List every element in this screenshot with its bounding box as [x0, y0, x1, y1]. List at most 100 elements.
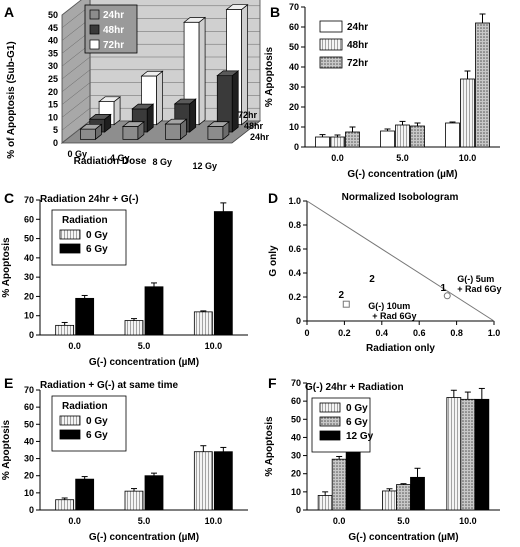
- y-axis-label: G only: [268, 245, 279, 277]
- bar-0-gy-10.0: [193, 311, 213, 336]
- legend-label: 6 Gy: [346, 417, 368, 428]
- bar3d-24hr-4Gy: [122, 126, 139, 140]
- bar-24hr-0.0: [315, 136, 330, 148]
- legend-swatch: [319, 416, 341, 427]
- y-tick-label: 70: [24, 195, 34, 205]
- bar3d-top: [206, 121, 230, 127]
- y-tick-label: 40: [289, 62, 299, 72]
- legend-label: 48hr: [347, 40, 368, 51]
- bar-6-gy-10.0: [213, 451, 233, 511]
- panel-letter: D: [268, 190, 278, 206]
- y-tick-label: 40: [48, 36, 58, 46]
- point-annotation: G(-) 10um: [368, 301, 410, 311]
- bar-6-gy-0.0: [331, 458, 347, 511]
- y-tick-label: 0: [53, 138, 58, 148]
- y-tick-label: 40: [291, 432, 301, 442]
- y-tick-label: 60: [289, 22, 299, 32]
- y-tick-label: 30: [24, 454, 34, 464]
- y-tick-label: 30: [289, 82, 299, 92]
- point-annotation: + Rad 6Gy: [457, 284, 501, 294]
- bar3d-top: [173, 98, 197, 105]
- legend-swatch: [89, 39, 100, 50]
- bar3d-top: [79, 123, 103, 130]
- x-tick-label: 0 Gy: [67, 149, 87, 159]
- x-tick-label: 10.0: [205, 341, 223, 351]
- bar-0-gy-5.0: [124, 490, 144, 511]
- y-tick-label: 30: [24, 272, 34, 282]
- x-tick-label: 0.4: [376, 328, 389, 338]
- extra-label: 2: [369, 274, 375, 285]
- y-axis-label: % Apoptosis: [264, 46, 275, 107]
- bar-12-gy-5.0: [410, 476, 425, 511]
- chart-title: Radiation + G(-) at same time: [40, 380, 179, 391]
- y-tick-label: 0: [29, 330, 34, 340]
- grid-line: [61, 82, 91, 105]
- y-tick-label: 50: [24, 419, 34, 429]
- x-tick-label: 5.0: [138, 516, 151, 526]
- depth-label: 72hr: [238, 110, 258, 120]
- legend-label: 24hr: [347, 22, 368, 33]
- bar3d-side: [189, 98, 197, 133]
- point-annotation: + Rad 6Gy: [372, 311, 416, 321]
- y-tick-label: 10: [291, 487, 301, 497]
- panel-letter: C: [4, 190, 14, 206]
- x-tick-label: 0.0: [68, 341, 81, 351]
- chart-title: Radiation 24hr + G(-): [40, 194, 139, 205]
- legend-swatch: [319, 38, 343, 51]
- y-tick-label: 70: [24, 385, 34, 395]
- legend-swatch: [319, 402, 341, 413]
- bar-72hr-0.0: [345, 131, 360, 148]
- y-tick-label: 0.2: [288, 292, 301, 302]
- legend-swatch: [319, 56, 343, 69]
- bar3d-side: [241, 3, 248, 126]
- bar3d-top: [183, 17, 207, 23]
- point-annotation: G(-) 5um: [457, 274, 494, 284]
- bar-72hr-5.0: [410, 125, 425, 148]
- bar-12-gy-0.0: [345, 449, 361, 511]
- legend-swatch: [319, 20, 343, 33]
- legend-label: 72hr: [347, 58, 368, 69]
- y-tick-label: 20: [289, 102, 299, 112]
- legend-title: Radiation: [62, 401, 108, 412]
- bar-6-gy-10.0: [213, 211, 233, 336]
- y-tick-label: 50: [291, 414, 301, 424]
- legend-swatch: [319, 430, 341, 441]
- grid-line: [61, 95, 91, 118]
- y-tick-label: 0: [296, 316, 301, 326]
- legend-swatch: [89, 9, 100, 20]
- bar3d-24hr-12Gy: [207, 126, 224, 140]
- panel-a: A 0 5 10 15 20 25 30 35 40 45 50 % of Apoptosis (Sub…: [4, 0, 270, 171]
- legend-label: 72hr: [103, 40, 124, 51]
- y-tick-label: 60: [291, 396, 301, 406]
- y-tick-label: 30: [291, 451, 301, 461]
- panel-letter: F: [268, 375, 277, 391]
- bar3d-top: [216, 70, 240, 77]
- y-tick-label: 15: [48, 100, 58, 110]
- y-tick-label: 60: [24, 402, 34, 412]
- y-axis-label: % Apoptosis: [1, 237, 12, 298]
- panel-letter: A: [4, 4, 14, 20]
- bar-0-gy-10.0: [193, 451, 213, 511]
- y-tick-label: 50: [24, 234, 34, 244]
- legend-swatch: [59, 229, 81, 240]
- y-tick-label: 20: [291, 469, 301, 479]
- y-tick-label: 0: [296, 505, 301, 515]
- y-tick-label: 30: [48, 61, 58, 71]
- bar-24hr-5.0: [380, 130, 395, 148]
- legend-swatch: [89, 24, 100, 35]
- bar-0-gy-5.0: [124, 320, 144, 336]
- y-tick-label: 40: [24, 436, 34, 446]
- y-tick-label: 40: [24, 253, 34, 263]
- y-tick-label: 45: [48, 23, 58, 33]
- y-tick-label: 0.8: [288, 220, 301, 230]
- panel-letter: E: [4, 375, 13, 391]
- legend-label: 48hr: [103, 25, 124, 36]
- bar3d-24hr-8Gy: [165, 123, 181, 140]
- grid-line: [61, 108, 91, 131]
- y-axis-label: % of Apoptosis (Sub-G1): [6, 41, 17, 158]
- y-tick-label: 70: [289, 2, 299, 12]
- legend-label: 24hr: [103, 10, 124, 21]
- y-tick-label: 25: [48, 74, 58, 84]
- bar-6-gy-0.0: [75, 478, 95, 511]
- x-tick-label: 5.0: [396, 153, 409, 163]
